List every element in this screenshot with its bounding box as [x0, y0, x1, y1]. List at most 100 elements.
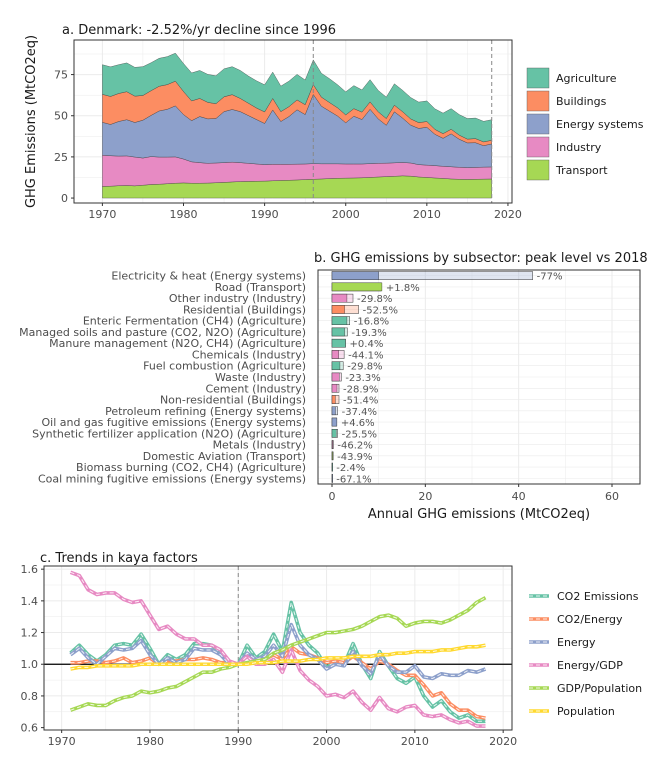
x-tick-label: 1990	[224, 735, 252, 748]
bar-2018	[331, 462, 333, 472]
legend-swatch	[526, 90, 550, 112]
change-label: -52.5%	[363, 305, 398, 316]
category-label: Domestic Aviation (Transport)	[143, 450, 306, 463]
x-tick-label: 40	[512, 490, 526, 503]
y-tick-label: 1.4	[21, 595, 39, 608]
y-tick-label: 0.8	[21, 690, 39, 703]
category-label: Managed soils and pasture (CO2, N2O) (Ag…	[19, 326, 306, 339]
x-tick-label: 2010	[413, 208, 441, 221]
x-tick-label: 0	[329, 490, 336, 503]
line-gdp-population-dash	[70, 597, 486, 711]
category-label: Manure management (N2O, CH4) (Agricultur…	[49, 337, 306, 350]
change-label: +1.8%	[386, 283, 420, 294]
change-label: -77%	[537, 272, 563, 283]
panel-a-title: a. Denmark: -2.52%/yr decline since 1996	[62, 23, 336, 38]
legend-swatch	[526, 67, 550, 89]
bar-2018	[331, 429, 337, 438]
category-label: Other industry (Industry)	[169, 292, 306, 305]
category-label: Coal mining fugitive emissions (Energy s…	[38, 472, 306, 485]
category-label: Electricity & heat (Energy systems)	[111, 270, 306, 283]
panel-b: b. GHG emissions by subsector: peak leve…	[19, 251, 647, 522]
legend-label: Industry	[556, 141, 602, 154]
x-tick-label: 20	[418, 490, 432, 503]
bar-2018	[331, 451, 333, 461]
change-label: -67.1%	[336, 474, 371, 485]
bar-2018	[331, 372, 340, 382]
change-label: -25.5%	[342, 429, 377, 440]
change-label: -44.1%	[348, 350, 383, 361]
y-axis-label: GHG Emissions (MtCO2eq)	[24, 35, 39, 208]
bar-2018	[331, 384, 338, 393]
category-label: Petroleum refining (Energy systems)	[105, 405, 306, 418]
bar-2018	[331, 327, 345, 337]
change-label: -23.3%	[345, 373, 380, 384]
y-tick-label: 50	[54, 110, 68, 123]
category-label: Metals (Industry)	[213, 439, 306, 452]
panel-a-frame	[73, 39, 513, 204]
bar-2018	[331, 417, 338, 427]
y-tick-label: 1.6	[21, 563, 39, 576]
change-label: -28.9%	[343, 384, 378, 395]
category-label: Non-residential (Buildings)	[160, 394, 306, 407]
change-label: -29.8%	[357, 294, 392, 305]
change-label: -19.3%	[351, 328, 386, 339]
legend-swatch	[526, 136, 550, 158]
y-tick-label: 75	[54, 69, 68, 82]
legend-label: Agriculture	[556, 72, 617, 85]
line-co2-energy	[70, 645, 486, 720]
category-label: Enteric Fermentation (CH4) (Agriculture)	[83, 315, 306, 328]
change-label: -43.9%	[337, 452, 372, 463]
bar-2018	[331, 305, 345, 314]
category-label: Oil and gas fugitive emissions (Energy s…	[41, 416, 306, 429]
y-tick-label: 25	[54, 151, 68, 164]
panel-b-title: b. GHG emissions by subsector: peak leve…	[314, 251, 648, 266]
category-label: Chemicals (Industry)	[192, 348, 306, 361]
x-tick-label: 1980	[136, 735, 164, 748]
change-label: -37.4%	[342, 407, 377, 418]
y-tick-label: 1.0	[21, 658, 39, 671]
line-energy-gdp-dash	[70, 571, 486, 727]
x-tick-label: 60	[605, 490, 619, 503]
change-label: -2.4%	[336, 463, 365, 474]
x-tick-label: 2020	[494, 208, 522, 221]
legend-label: CO2/Energy	[557, 613, 623, 626]
legend-label: CO2 Emissions	[557, 590, 639, 603]
x-tick-label: 1990	[251, 208, 279, 221]
y-tick-label: 1.2	[21, 627, 39, 640]
x-tick-label: 1970	[48, 735, 76, 748]
line-co2-energy-dash	[70, 646, 486, 719]
bar-2018	[331, 361, 341, 370]
panel-a: a. Denmark: -2.52%/yr decline since 1996…	[24, 23, 644, 221]
x-tick-label: 2010	[401, 735, 429, 748]
category-label: Road (Transport)	[215, 281, 306, 294]
legend-swatch	[526, 159, 550, 181]
bar-2018	[331, 271, 379, 280]
bar-2018	[331, 282, 383, 292]
legend-label: Energy/GDP	[557, 659, 623, 672]
y-tick-label: 0	[61, 192, 68, 205]
legend-label: Population	[557, 705, 615, 718]
panel-c: c. Trends in kaya factors 0.6 0.8 1.0 1.2 1.4…	[21, 551, 643, 748]
line-population	[70, 643, 486, 671]
change-label: -51.4%	[343, 396, 378, 407]
category-label: Synthetic fertilizer application (N2O) (…	[32, 427, 306, 440]
category-label: Fuel combustion (Agriculture)	[143, 360, 306, 373]
bar-2018	[331, 338, 346, 348]
bar-2018	[331, 395, 336, 404]
line-co2-emissions-dash	[70, 602, 486, 722]
x-tick-label: 2000	[313, 735, 341, 748]
change-label: -16.8%	[354, 317, 389, 328]
legend-label: Buildings	[556, 95, 607, 108]
bar-2018	[331, 350, 339, 359]
y-tick-label: 0.6	[21, 722, 39, 735]
category-label: Waste (Industry)	[215, 371, 306, 384]
panel-b-frame	[317, 269, 641, 485]
bar-2018	[331, 474, 333, 483]
legend-label: Transport	[555, 164, 608, 177]
change-label: -29.8%	[347, 362, 382, 373]
legend-label: GDP/Population	[557, 682, 642, 695]
category-label: Cement (Industry)	[205, 382, 306, 395]
x-axis-label: Annual GHG emissions (MtCO2eq)	[368, 507, 590, 522]
x-tick-label: 2000	[332, 208, 360, 221]
